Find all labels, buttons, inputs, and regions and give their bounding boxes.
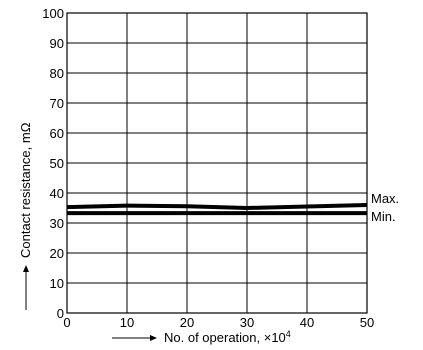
x-tick-label-5: 50	[360, 315, 374, 330]
plot-area-frame	[66, 12, 368, 314]
x-tick-label-4: 40	[300, 315, 314, 330]
x-tick-label-0: 0	[63, 315, 70, 330]
y-axis-label: Contact resistance, mΩ	[18, 122, 33, 258]
series-label-min: Min.	[371, 209, 396, 224]
y-tick-labels: 0 10 20 30 40 50 60 70 80 90 100	[42, 6, 64, 321]
y-axis-arrow-head	[23, 265, 29, 272]
y-tick-label-7: 70	[50, 96, 64, 111]
x-tick-labels: 0 10 20 30 40 50	[63, 315, 374, 330]
y-tick-label-5: 50	[50, 156, 64, 171]
x-tick-label-3: 30	[240, 315, 254, 330]
y-tick-label-8: 80	[50, 66, 64, 81]
x-tick-label-1: 10	[120, 315, 134, 330]
x-axis-title: No. of operation, ×104	[112, 329, 291, 345]
series-labels: Max. Min.	[371, 191, 399, 224]
y-axis-title: Contact resistance, mΩ	[18, 122, 33, 310]
grid	[67, 13, 367, 313]
y-tick-label-1: 10	[50, 276, 64, 291]
x-axis-label: No. of operation, ×10	[164, 330, 286, 345]
svg-text:No. of operation, ×104: No. of operation, ×104	[164, 329, 291, 345]
y-tick-label-3: 30	[50, 216, 64, 231]
series-lines	[66, 203, 368, 216]
series-line-max	[66, 203, 368, 210]
y-tick-label-2: 20	[50, 246, 64, 261]
x-tick-label-2: 20	[180, 315, 194, 330]
y-tick-label-4: 40	[50, 186, 64, 201]
y-tick-label-9: 90	[50, 36, 64, 51]
x-axis-arrow-head	[150, 335, 157, 341]
series-label-max: Max.	[371, 191, 399, 206]
y-tick-label-10: 100	[42, 6, 64, 21]
y-tick-label-0: 0	[57, 306, 64, 321]
x-axis-label-exponent: 4	[286, 329, 291, 339]
y-tick-label-6: 60	[50, 126, 64, 141]
